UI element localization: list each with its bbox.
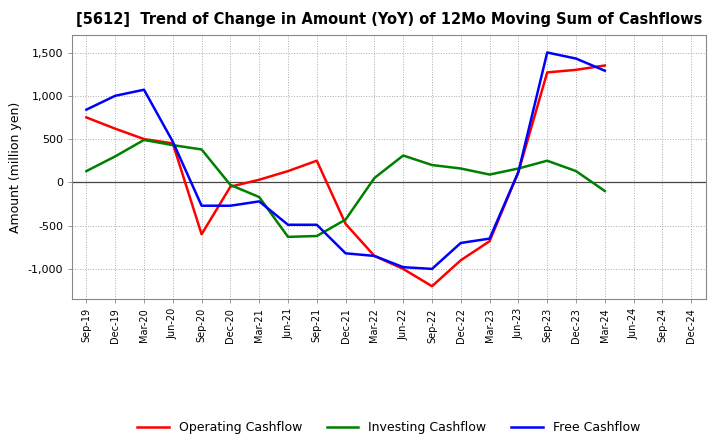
- Operating Cashflow: [168, 141, 177, 146]
- Free Cashflow: [399, 264, 408, 270]
- Free Cashflow: [284, 222, 292, 227]
- Operating Cashflow: [572, 67, 580, 73]
- Operating Cashflow: [370, 253, 379, 259]
- Operating Cashflow: [82, 115, 91, 120]
- Investing Cashflow: [543, 158, 552, 163]
- Operating Cashflow: [514, 169, 523, 175]
- Free Cashflow: [456, 240, 465, 246]
- Operating Cashflow: [600, 63, 609, 68]
- Free Cashflow: [370, 253, 379, 259]
- Investing Cashflow: [341, 217, 350, 222]
- Investing Cashflow: [140, 137, 148, 143]
- Investing Cashflow: [370, 176, 379, 181]
- Investing Cashflow: [600, 188, 609, 194]
- Investing Cashflow: [226, 182, 235, 187]
- Free Cashflow: [312, 222, 321, 227]
- Free Cashflow: [341, 251, 350, 256]
- Operating Cashflow: [428, 283, 436, 289]
- Investing Cashflow: [168, 143, 177, 148]
- Investing Cashflow: [197, 147, 206, 152]
- Free Cashflow: [140, 87, 148, 92]
- Operating Cashflow: [456, 257, 465, 263]
- Operating Cashflow: [341, 221, 350, 227]
- Operating Cashflow: [140, 136, 148, 142]
- Free Cashflow: [255, 199, 264, 204]
- Line: Operating Cashflow: Operating Cashflow: [86, 66, 605, 286]
- Title: [5612]  Trend of Change in Amount (YoY) of 12Mo Moving Sum of Cashflows: [5612] Trend of Change in Amount (YoY) o…: [76, 12, 702, 27]
- Free Cashflow: [168, 139, 177, 144]
- Free Cashflow: [226, 203, 235, 209]
- Free Cashflow: [600, 68, 609, 73]
- Operating Cashflow: [284, 169, 292, 174]
- Investing Cashflow: [485, 172, 494, 177]
- Investing Cashflow: [572, 169, 580, 174]
- Line: Investing Cashflow: Investing Cashflow: [86, 140, 605, 237]
- Free Cashflow: [543, 50, 552, 55]
- Operating Cashflow: [543, 70, 552, 75]
- Investing Cashflow: [514, 166, 523, 171]
- Investing Cashflow: [111, 154, 120, 159]
- Free Cashflow: [572, 56, 580, 61]
- Operating Cashflow: [399, 266, 408, 271]
- Investing Cashflow: [428, 162, 436, 168]
- Operating Cashflow: [226, 184, 235, 189]
- Free Cashflow: [428, 266, 436, 271]
- Operating Cashflow: [111, 126, 120, 131]
- Free Cashflow: [514, 169, 523, 175]
- Investing Cashflow: [399, 153, 408, 158]
- Investing Cashflow: [255, 194, 264, 200]
- Investing Cashflow: [456, 166, 465, 171]
- Free Cashflow: [82, 107, 91, 112]
- Operating Cashflow: [312, 158, 321, 163]
- Free Cashflow: [485, 236, 494, 241]
- Free Cashflow: [111, 93, 120, 99]
- Line: Free Cashflow: Free Cashflow: [86, 52, 605, 269]
- Investing Cashflow: [284, 234, 292, 239]
- Operating Cashflow: [485, 238, 494, 244]
- Operating Cashflow: [255, 177, 264, 183]
- Investing Cashflow: [312, 233, 321, 238]
- Free Cashflow: [197, 203, 206, 209]
- Operating Cashflow: [197, 231, 206, 237]
- Y-axis label: Amount (million yen): Amount (million yen): [9, 102, 22, 233]
- Legend: Operating Cashflow, Investing Cashflow, Free Cashflow: Operating Cashflow, Investing Cashflow, …: [132, 416, 645, 439]
- Investing Cashflow: [82, 169, 91, 174]
